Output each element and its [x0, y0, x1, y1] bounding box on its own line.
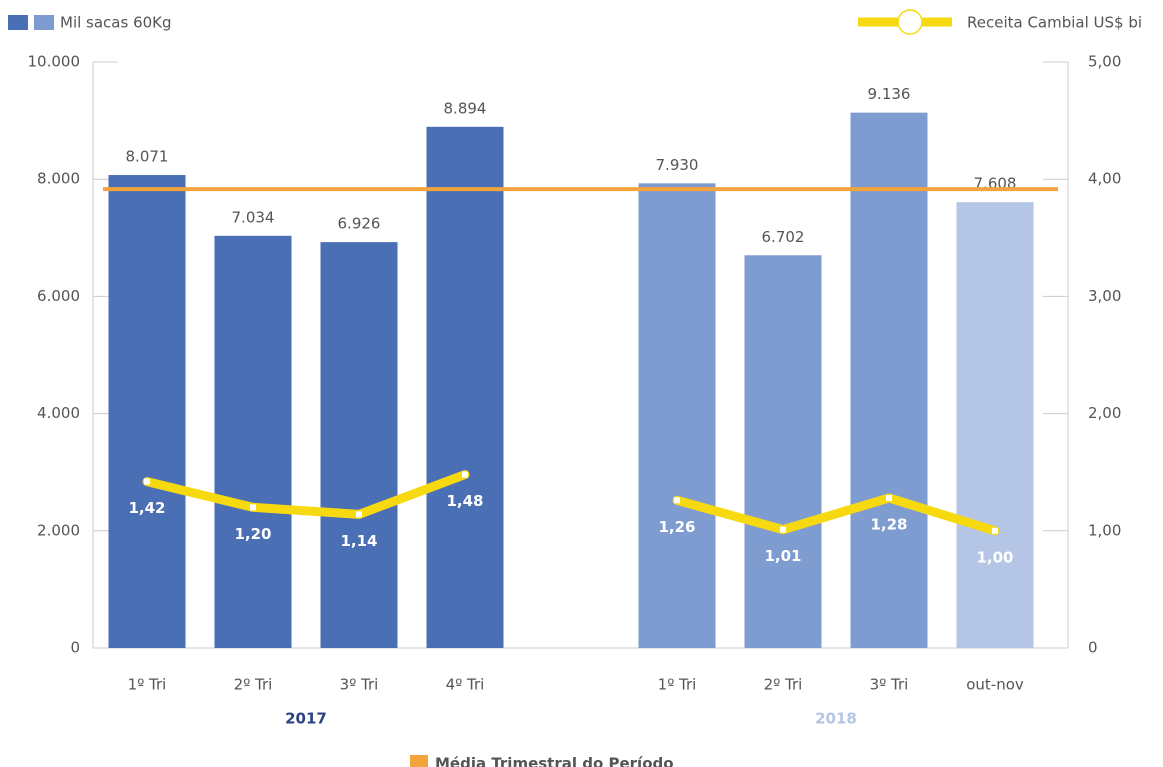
y-tick-label: 8.000	[37, 170, 80, 188]
x-tick-label: 1º Tri	[658, 676, 697, 694]
line	[672, 493, 1000, 536]
y-tick-label: 6.000	[37, 287, 80, 305]
bar	[956, 202, 1034, 648]
bar-value-label: 9.136	[868, 85, 911, 103]
line-value-label: 1,01	[764, 547, 801, 565]
x-tick-label: out-nov	[966, 676, 1024, 694]
legend-swatch	[8, 15, 28, 30]
x-tick-label: 3º Tri	[870, 676, 909, 694]
line-value-label: 1,00	[976, 548, 1013, 566]
line	[142, 470, 470, 519]
bar	[108, 175, 186, 648]
group-label: 2018	[815, 710, 857, 728]
bar	[850, 112, 928, 649]
line-marker	[992, 527, 998, 534]
line-marker	[886, 494, 892, 501]
legend-label: Receita Cambial US$ bi	[967, 14, 1142, 32]
line-marker	[780, 526, 786, 533]
line-marker	[356, 511, 362, 518]
bar-value-label: 8.894	[444, 99, 487, 117]
x-tick-label: 3º Tri	[340, 676, 379, 694]
legend-swatch	[410, 755, 428, 767]
line-value-label: 1,28	[870, 515, 907, 533]
y-tick-label: 2.000	[37, 521, 80, 539]
bar	[638, 183, 716, 648]
bar	[744, 255, 822, 648]
bar-value-label: 8.071	[126, 148, 169, 166]
y-tick-label: 10.000	[28, 53, 81, 71]
y2-tick-label: 1,00	[1088, 521, 1121, 539]
legend-swatch	[34, 15, 54, 30]
y-tick-label: 4.000	[37, 404, 80, 422]
line-marker	[674, 497, 680, 504]
y2-tick-label: 3,00	[1088, 287, 1121, 305]
line-value-label: 1,42	[128, 499, 165, 517]
line-marker	[462, 471, 468, 478]
bar	[320, 242, 398, 648]
line-value-label: 1,26	[658, 518, 695, 536]
line-value-label: 1,14	[340, 532, 377, 550]
bar-value-label: 7.930	[656, 156, 699, 174]
bar-value-label: 6.926	[338, 215, 381, 233]
bar	[426, 126, 504, 649]
line-value-label: 1,20	[234, 525, 271, 543]
bar-value-label: 6.702	[762, 228, 805, 246]
y2-tick-label: 4,00	[1088, 170, 1121, 188]
y2-tick-label: 2,00	[1088, 404, 1121, 422]
line-marker	[250, 504, 256, 511]
x-tick-label: 4º Tri	[446, 676, 485, 694]
legend-label: Mil sacas 60Kg	[60, 14, 172, 32]
x-tick-label: 1º Tri	[128, 676, 167, 694]
group-label: 2017	[285, 710, 327, 728]
legend-marker	[897, 9, 923, 35]
legend-label: Média Trimestral do Período	[435, 755, 674, 767]
line-value-label: 1,48	[446, 492, 483, 510]
y2-tick-label: 0	[1088, 639, 1098, 657]
y-tick-label: 0	[70, 639, 80, 657]
x-tick-label: 2º Tri	[234, 676, 273, 694]
bar-value-label: 7.034	[232, 208, 275, 226]
bar	[214, 235, 292, 648]
line-marker	[144, 478, 150, 485]
x-tick-label: 2º Tri	[764, 676, 803, 694]
y2-tick-label: 5,00	[1088, 53, 1121, 71]
